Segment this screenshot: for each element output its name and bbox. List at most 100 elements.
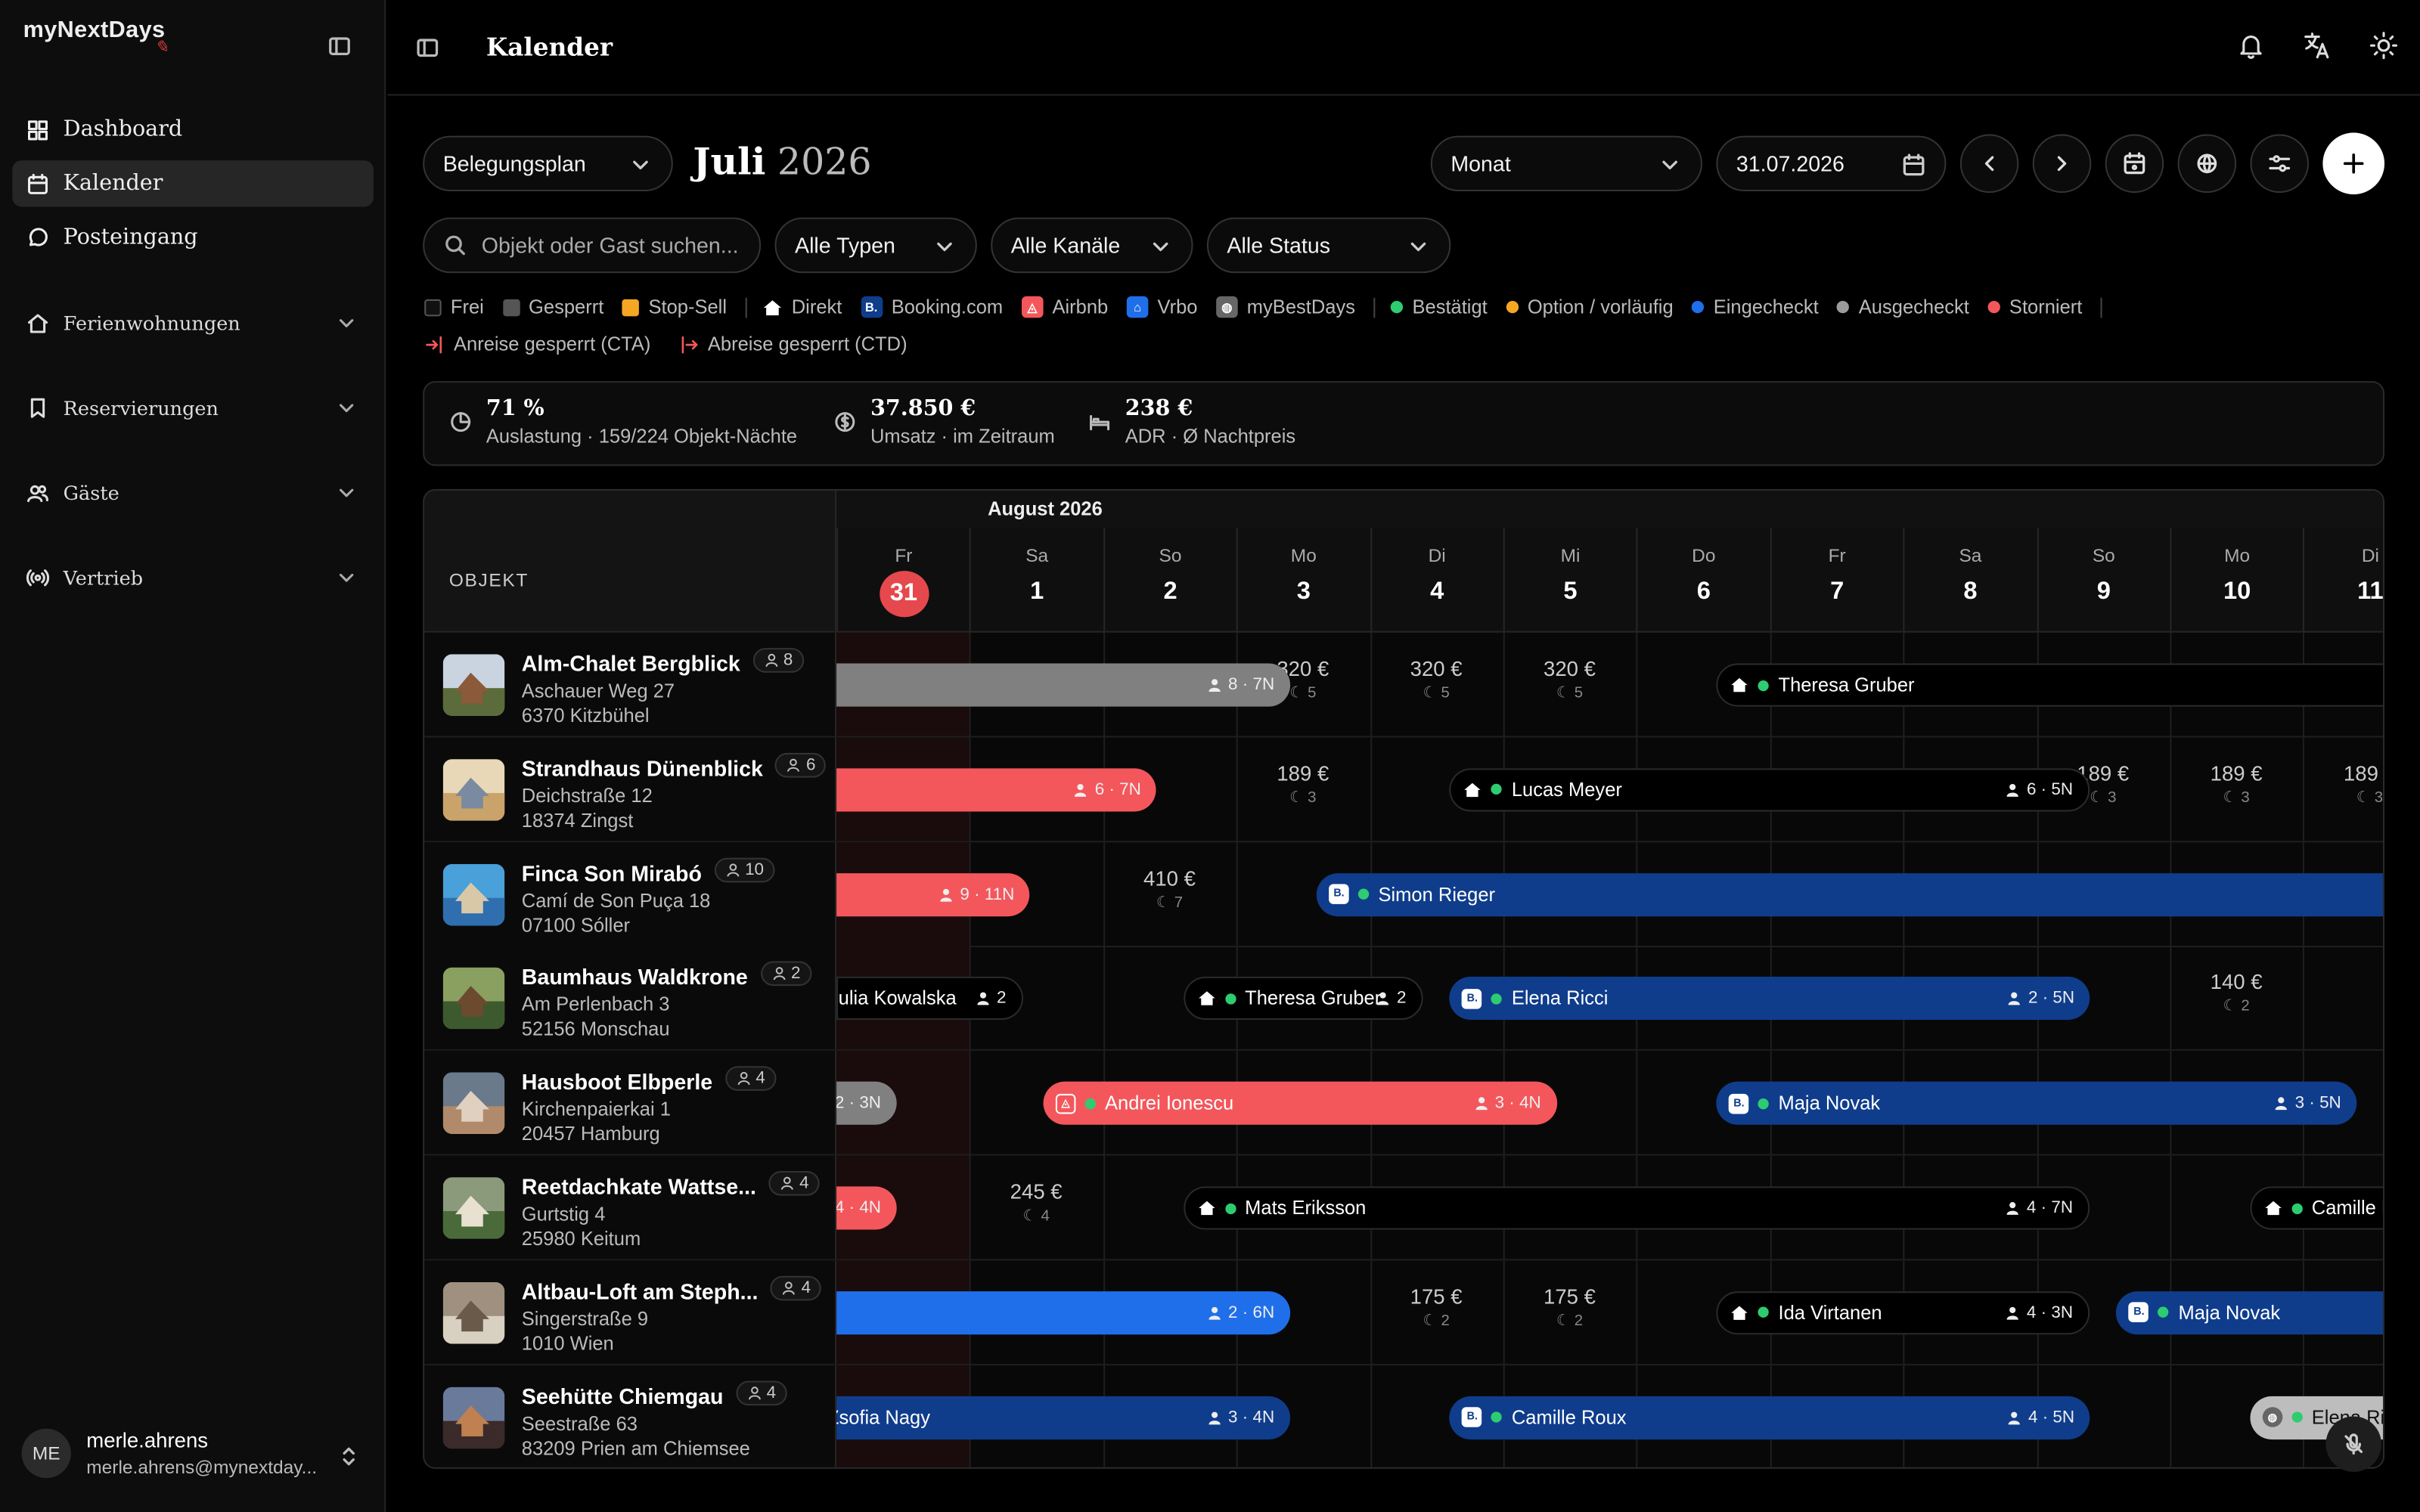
day-cells[interactable]: 140 € ☾ 2 Julia Kowalska 2 Theresa Gruber 2 B.… <box>836 946 2384 1050</box>
object-cell[interactable]: Alm-Chalet Bergblick 8 Aschauer Weg 27 637… <box>424 632 837 736</box>
sidebar-group-gaeste[interactable]: Gäste <box>12 469 374 515</box>
object-cell[interactable]: Strandhaus Dünenblick 6 Deichstraße 12 183… <box>424 737 837 841</box>
night-price[interactable]: 189 € ☾ 3 <box>2304 762 2383 807</box>
user-menu[interactable]: ME merle.ahrens merle.ahrens@mynextday..… <box>21 1428 371 1479</box>
object-cell[interactable]: Reetdachkate Wattse... 4 Gurtstig 4 25980 … <box>424 1155 837 1259</box>
night-price[interactable]: 175 € ☾ 2 <box>1370 1285 1503 1330</box>
booking-bar[interactable]: Theresa Gruber <box>1716 663 2383 707</box>
guest-count: 4 · 3N <box>2005 1303 2073 1322</box>
day-column-header[interactable]: Di 4 <box>1370 527 1503 633</box>
day-column-header[interactable]: Do 6 <box>1637 527 1770 633</box>
object-cell[interactable]: Seehütte Chiemgau 4 Seestraße 63 83209 Pri… <box>424 1365 837 1467</box>
booking-bar[interactable]: Mats Eriksson 4 · 7N <box>1183 1186 2090 1230</box>
range-select[interactable]: Monat <box>1430 135 1703 192</box>
night-price[interactable]: 410 € ☾ 7 <box>1103 866 1236 911</box>
night-price[interactable]: 320 € ☾ 5 <box>1503 657 1637 702</box>
booking-bar[interactable]: Ida Virtanen 4 · 3N <box>1716 1290 2090 1334</box>
filter-channels[interactable]: Alle Kanäle <box>991 217 1193 274</box>
sidebar-toggle-icon[interactable] <box>415 36 440 60</box>
day-cells[interactable]: 245 € ☾ 4 4 · 4N Mats Eriksson 4 · 7N Camille… <box>836 1155 2383 1259</box>
day-column-header[interactable]: Sa 8 <box>1903 527 2037 633</box>
date-input[interactable]: 31.07.2026 <box>1716 135 1947 192</box>
capacity-badge: 4 <box>770 1275 822 1300</box>
mic-off-button[interactable] <box>2325 1416 2381 1472</box>
filter-status[interactable]: Alle Status <box>1206 217 1451 274</box>
sync-button[interactable] <box>2177 134 2237 194</box>
booking-bar[interactable]: Julia Kowalska 2 <box>836 977 1023 1021</box>
sidebar-item-kalender[interactable]: Kalender <box>12 160 374 207</box>
sidebar-toggle-icon[interactable] <box>327 34 352 59</box>
search-input[interactable]: Objekt oder Gast suchen... <box>423 217 762 274</box>
night-price[interactable]: 140 € ☾ 2 <box>2170 971 2303 1015</box>
booking-bar[interactable] <box>2383 978 2384 1021</box>
top-bar: Kalender <box>387 0 2420 96</box>
day-cells[interactable]: Zsofia Nagy 3 · 4N B. Camille Roux 4 · 5N ◍ El… <box>836 1365 2383 1467</box>
table-row: Alm-Chalet Bergblick 8 Aschauer Weg 27 637… <box>424 632 2383 738</box>
day-column-header[interactable]: Fr 31 <box>836 527 970 633</box>
add-booking-button[interactable] <box>2322 132 2385 195</box>
prev-button[interactable] <box>1959 134 2019 194</box>
day-column-header[interactable]: Sa 1 <box>970 527 1103 633</box>
sidebar-group-ferienwohnungen[interactable]: Ferienwohnungen <box>12 299 374 345</box>
booking-bar[interactable]: Zsofia Nagy 3 · 4N <box>836 1396 1290 1439</box>
today-button[interactable] <box>2105 134 2164 194</box>
object-cell[interactable]: Baumhaus Waldkrone 2 Am Perlenbach 3 52156… <box>424 946 837 1050</box>
day-cells[interactable]: 175 € ☾ 2 175 € ☾ 2 2 · 6N Ida Virtanen 4 · 3N… <box>836 1259 2383 1364</box>
day-column-header[interactable]: So 2 <box>1103 527 1236 633</box>
object-cell[interactable]: Finca Son Mirabó 10 Camí de Son Puça 18 07… <box>424 841 837 946</box>
day-cells[interactable]: 410 € ☾ 7 9 · 11N B. Simon Rieger <box>836 841 2383 946</box>
booking-bar[interactable]: ◬ Andrei Ionescu 3 · 4N <box>1043 1081 1557 1126</box>
night-price[interactable]: 175 € ☾ 2 <box>1503 1285 1637 1330</box>
sidebar-item-dashboard[interactable]: Dashboard <box>12 107 374 153</box>
booking-bar[interactable]: 4 · 4N <box>836 1186 897 1230</box>
booking-bar[interactable]: 2 · 6N <box>836 1290 1290 1334</box>
sidebar-group-vertrieb[interactable]: Vertrieb <box>12 554 374 600</box>
day-column-header[interactable]: Fr 7 <box>1770 527 1903 633</box>
booking-bar[interactable]: B. Simon Rieger <box>1316 872 2383 916</box>
calendar-icon[interactable] <box>1901 153 1926 178</box>
filter-types[interactable]: Alle Typen <box>774 217 977 274</box>
booking-bar[interactable]: 2 · 3N <box>836 1081 897 1126</box>
day-cells[interactable]: 2 · 3N ◬ Andrei Ionescu 3 · 4N B. Maja Novak 3… <box>836 1051 2383 1154</box>
home-icon <box>1197 990 1215 1008</box>
settings-button[interactable] <box>2250 134 2310 194</box>
booking-icon: B. <box>1462 1407 1483 1427</box>
night-price[interactable]: 245 € ☾ 4 <box>970 1180 1103 1225</box>
app-logo[interactable]: myNextDays <box>23 17 166 44</box>
booking-bar[interactable]: Theresa Gruber 2 <box>1183 977 1423 1021</box>
booking-bar[interactable]: B. Camille Roux 4 · 5N <box>1450 1396 2090 1439</box>
booking-bar[interactable]: B. Maja Novak <box>2116 1290 2383 1334</box>
bell-icon[interactable] <box>2236 31 2266 60</box>
view-select[interactable]: Belegungsplan <box>423 135 673 192</box>
translate-icon[interactable] <box>2303 31 2332 60</box>
day-column-header[interactable]: So 9 <box>2037 527 2170 633</box>
booking-bar[interactable]: Camille Roux <box>2250 1186 2383 1230</box>
sun-icon[interactable] <box>2369 31 2399 60</box>
day-column-header[interactable]: Di 11 <box>2303 527 2383 633</box>
booking-bar[interactable]: 8 · 7N <box>836 663 1290 707</box>
table-row: Hausboot Elbperle 4 Kirchenpaierkai 1 2045… <box>424 1051 2383 1156</box>
status-dot-icon <box>1758 1307 1770 1318</box>
day-column-header[interactable]: Mo 3 <box>1236 527 1370 633</box>
day-column-header[interactable]: Mi 5 <box>1503 527 1637 633</box>
booking-bar[interactable]: 6 · 7N <box>836 767 1157 812</box>
booking-bar[interactable]: Lucas Meyer 6 · 5N <box>1450 767 2090 812</box>
sidebar-group-reservierungen[interactable]: Reservierungen <box>12 384 374 430</box>
day-column-header[interactable]: Mo 10 <box>2170 527 2303 633</box>
object-cell[interactable]: Hausboot Elbperle 4 Kirchenpaierkai 1 2045… <box>424 1051 837 1154</box>
night-price[interactable]: 320 € ☾ 5 <box>1370 657 1503 702</box>
night-price[interactable]: 189 € ☾ 3 <box>2170 762 2303 807</box>
property-street: Gurtstig 4 <box>521 1203 606 1225</box>
search-icon <box>445 235 465 256</box>
night-price[interactable]: 189 € ☾ 3 <box>1236 762 1370 807</box>
sidebar-item-posteingang[interactable]: Posteingang <box>12 215 374 261</box>
booking-bar[interactable]: B. Elena Ricci 2 · 5N <box>1450 977 2090 1021</box>
weekday-label: Mi <box>1560 544 1581 566</box>
booking-bar[interactable]: 9 · 11N <box>836 872 1030 916</box>
booking-bar[interactable]: B. Maja Novak 3 · 5N <box>1716 1081 2357 1126</box>
next-button[interactable] <box>2032 134 2092 194</box>
day-number: 6 <box>1696 578 1711 605</box>
